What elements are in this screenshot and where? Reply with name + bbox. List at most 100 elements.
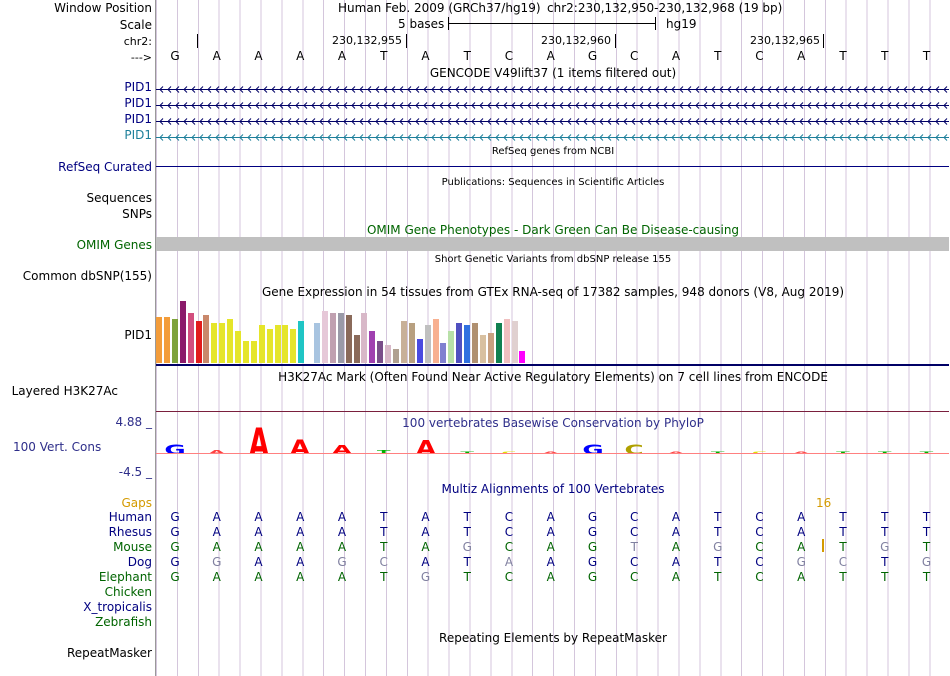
gtex-bar[interactable]: [163, 317, 170, 363]
species-base: T: [714, 510, 722, 524]
gtex-bar[interactable]: [179, 301, 186, 363]
species-base: G: [713, 540, 723, 554]
gtex-bar[interactable]: [211, 323, 218, 363]
gtex-bar[interactable]: [258, 325, 265, 363]
gtex-bar[interactable]: [472, 323, 478, 363]
gtex-bar[interactable]: [440, 343, 447, 363]
gtex-bar[interactable]: [219, 323, 226, 363]
refseq-title[interactable]: RefSeq genes from NCBI: [491, 146, 615, 157]
gtex-bar[interactable]: [156, 317, 162, 363]
species-base: C: [755, 570, 764, 584]
species-base: C: [630, 570, 639, 584]
gtex-bar[interactable]: [274, 325, 281, 363]
species-base: T: [881, 570, 889, 584]
gtex-bar[interactable]: [456, 323, 463, 363]
dbsnp-label[interactable]: Common dbSNP(155): [22, 269, 152, 283]
gtex-title[interactable]: Gene Expression in 54 tissues from GTEx …: [261, 285, 845, 299]
gtex-bar[interactable]: [235, 331, 241, 363]
refseq-line: [156, 166, 949, 167]
gtex-bar[interactable]: [298, 321, 305, 363]
gtex-bar[interactable]: [393, 349, 399, 363]
species-label[interactable]: Human: [108, 510, 152, 524]
gtex-bar[interactable]: [464, 325, 471, 363]
species-label[interactable]: X_tropicalis: [83, 600, 152, 614]
dbsnp-title[interactable]: Short Genetic Variants from dbSNP releas…: [434, 254, 672, 265]
gtex-bar[interactable]: [337, 313, 344, 363]
gtex-bar[interactable]: [290, 329, 297, 363]
gtex-bar[interactable]: [266, 329, 273, 363]
gtex-label[interactable]: PID1: [124, 328, 152, 342]
gtex-bar[interactable]: [187, 313, 194, 363]
gtex-bar[interactable]: [203, 315, 210, 363]
species-base: G: [170, 540, 180, 554]
species-label[interactable]: Chicken: [104, 585, 152, 599]
species-label[interactable]: Mouse: [113, 540, 152, 554]
phylop-label[interactable]: 100 Vert. Cons: [13, 440, 102, 454]
publications-label[interactable]: Sequences: [86, 191, 152, 205]
gtex-bar[interactable]: [250, 341, 257, 363]
gtex-bar[interactable]: [227, 319, 234, 363]
repeatmasker-label[interactable]: RepeatMasker: [66, 646, 152, 660]
ref-base: T: [463, 49, 471, 63]
gencode-title[interactable]: GENCODE V49lift37 (1 items filtered out): [429, 66, 677, 80]
gtex-bar[interactable]: [385, 345, 392, 363]
species-label[interactable]: Zebrafish: [95, 615, 152, 629]
species-base: A: [212, 540, 221, 554]
gtex-bar[interactable]: [242, 341, 249, 363]
gencode-gene-label[interactable]: PID1: [124, 128, 152, 142]
gtex-bar[interactable]: [479, 335, 486, 363]
omim-title[interactable]: OMIM Gene Phenotypes - Dark Green Can Be…: [366, 223, 740, 237]
gtex-bar[interactable]: [408, 323, 415, 363]
gencode-gene-label[interactable]: PID1: [124, 80, 152, 94]
ref-base: A: [254, 49, 263, 63]
gtex-bar[interactable]: [487, 333, 494, 363]
refseq-label[interactable]: RefSeq Curated: [58, 160, 152, 174]
gtex-bar[interactable]: [511, 321, 518, 363]
gtex-chart[interactable]: [156, 300, 536, 363]
repeatmasker-title[interactable]: Repeating Elements by RepeatMasker: [439, 631, 667, 645]
gtex-bar[interactable]: [432, 319, 439, 363]
h3k27ac-title[interactable]: H3K27Ac Mark (Often Found Near Active Re…: [278, 370, 828, 384]
multiz-title[interactable]: Multiz Alignments of 100 Vertebrates: [441, 482, 665, 496]
gencode-transcript[interactable]: [156, 115, 949, 125]
omim-label[interactable]: OMIM Genes: [76, 238, 152, 252]
gtex-bar[interactable]: [424, 325, 431, 363]
gtex-bar[interactable]: [400, 321, 407, 363]
species-base: A: [671, 525, 681, 539]
species-base: A: [671, 555, 681, 569]
omim-bar[interactable]: [156, 237, 949, 251]
gtex-bar[interactable]: [353, 335, 360, 363]
species-label[interactable]: Rhesus: [108, 525, 152, 539]
gtex-bar[interactable]: [416, 339, 423, 363]
ref-base: G: [170, 49, 180, 63]
gtex-bar[interactable]: [321, 311, 328, 363]
gtex-bar[interactable]: [369, 331, 376, 363]
gtex-bar[interactable]: [282, 325, 289, 363]
phylop-letter: G: [164, 443, 186, 453]
gtex-bar[interactable]: [519, 351, 526, 363]
species-label[interactable]: Dog: [127, 555, 152, 569]
gtex-bar[interactable]: [329, 313, 336, 363]
gencode-gene-label[interactable]: PID1: [124, 96, 152, 110]
gencode-gene-label[interactable]: PID1: [124, 112, 152, 126]
species-label[interactable]: Elephant: [98, 570, 152, 584]
gtex-bar[interactable]: [448, 331, 455, 363]
h3k27ac-label[interactable]: Layered H3K27Ac: [11, 384, 118, 398]
gtex-bar[interactable]: [195, 321, 202, 363]
gtex-bar[interactable]: [377, 341, 384, 363]
snps-label[interactable]: SNPs: [122, 207, 152, 221]
gencode-transcript[interactable]: [156, 99, 949, 109]
gtex-bar[interactable]: [361, 313, 368, 363]
gtex-bar[interactable]: [171, 319, 178, 363]
phylop-letter: A: [209, 450, 225, 453]
species-base: C: [838, 555, 848, 569]
phylop-title[interactable]: 100 vertebrates Basewise Conservation by…: [402, 416, 704, 430]
gtex-bar[interactable]: [314, 323, 320, 363]
gtex-bar[interactable]: [345, 315, 352, 363]
publications-title[interactable]: Publications: Sequences in Scientific Ar…: [441, 177, 665, 188]
gencode-transcript[interactable]: [156, 83, 949, 93]
gtex-bar[interactable]: [495, 323, 502, 363]
scale-bar-tick-left: [448, 17, 449, 30]
gtex-bar[interactable]: [503, 319, 510, 363]
gencode-transcript[interactable]: [156, 131, 949, 141]
